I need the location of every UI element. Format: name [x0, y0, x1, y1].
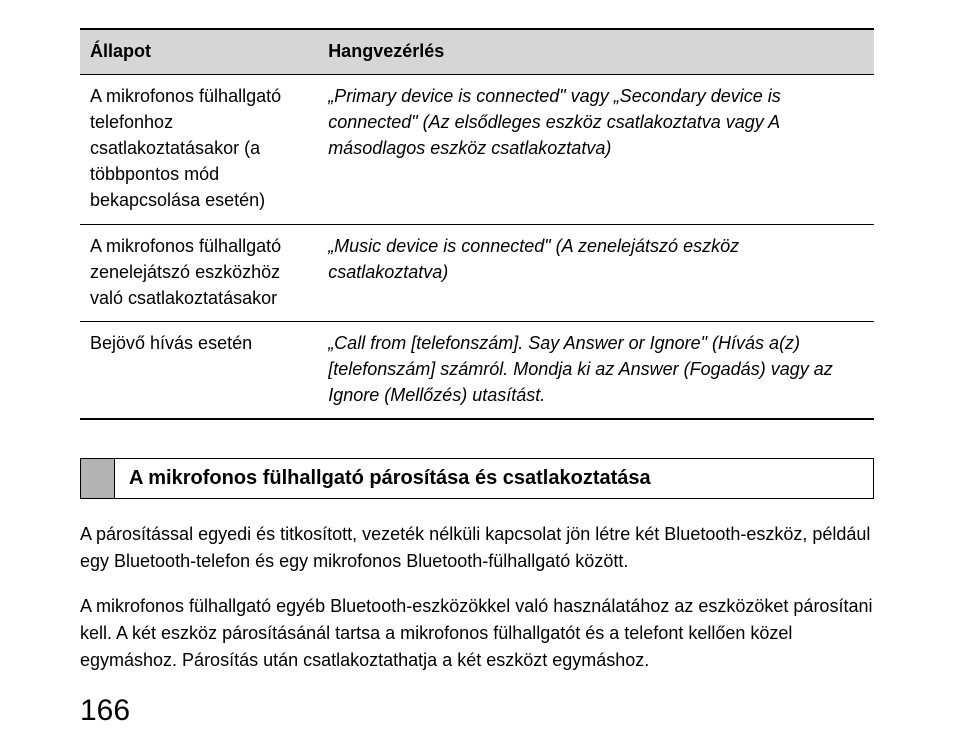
table-row: A mikrofonos fülhallgató telefonhoz csat…	[80, 75, 874, 224]
section-heading: A mikrofonos fülhallgató párosítása és c…	[80, 458, 874, 499]
cell-voice: „Music device is connected" (A zeneleját…	[318, 224, 874, 321]
table-row: Bejövő hívás esetén „Call from [telefons…	[80, 321, 874, 419]
cell-voice: „Call from [telefonszám]. Say Answer or …	[318, 321, 874, 419]
cell-voice: „Primary device is connected" vagy „Seco…	[318, 75, 874, 224]
status-table: Állapot Hangvezérlés A mikrofonos fülhal…	[80, 28, 874, 420]
col-header-status: Állapot	[80, 29, 318, 75]
paragraph: A párosítással egyedi és titkosított, ve…	[80, 521, 874, 575]
col-header-voice: Hangvezérlés	[318, 29, 874, 75]
paragraph: A mikrofonos fülhallgató egyéb Bluetooth…	[80, 593, 874, 674]
cell-status: A mikrofonos fülhallgató zenelejátszó es…	[80, 224, 318, 321]
table-header-row: Állapot Hangvezérlés	[80, 29, 874, 75]
section-title: A mikrofonos fülhallgató párosítása és c…	[115, 459, 665, 498]
cell-status: A mikrofonos fülhallgató telefonhoz csat…	[80, 75, 318, 224]
page-number: 166	[80, 694, 130, 728]
page: Állapot Hangvezérlés A mikrofonos fülhal…	[0, 0, 954, 742]
table-row: A mikrofonos fülhallgató zenelejátszó es…	[80, 224, 874, 321]
cell-status: Bejövő hívás esetén	[80, 321, 318, 419]
heading-marker	[81, 459, 115, 498]
